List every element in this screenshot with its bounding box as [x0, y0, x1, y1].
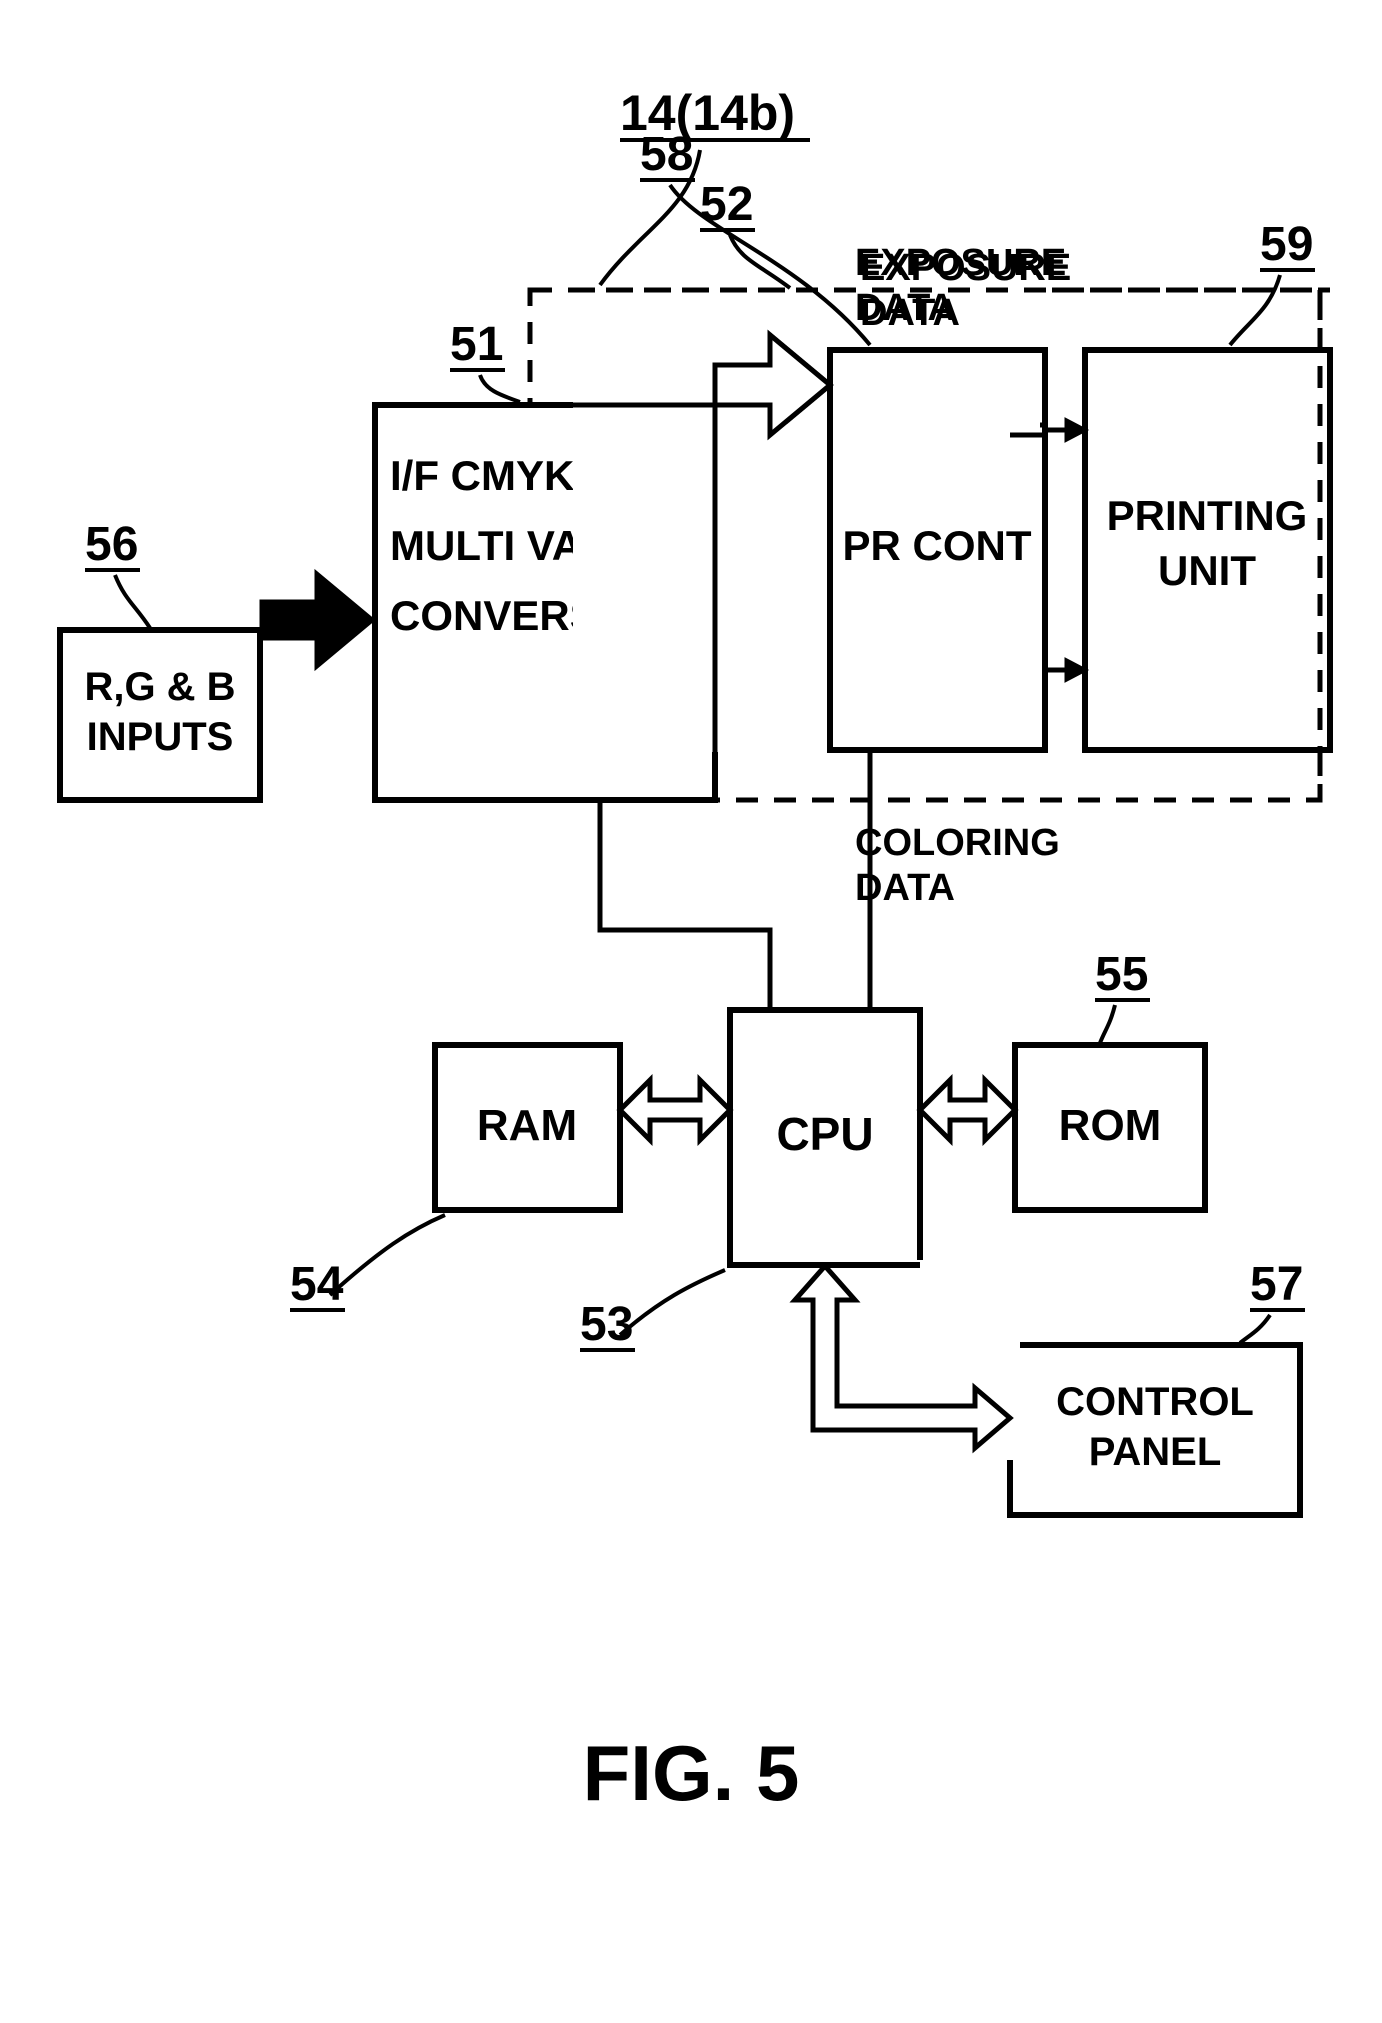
block-panel-line1: CONTROL [1056, 1380, 1254, 1424]
block-conv-line1: I/F CMYK [390, 452, 574, 499]
edge-exposure-l1: EXPOSURE [855, 242, 1066, 284]
ref-51: 51 [450, 318, 520, 402]
ref-57: 57 [1240, 1258, 1305, 1343]
svg-text:53: 53 [580, 1298, 633, 1351]
edge-exposure-l2: DATA [855, 287, 955, 329]
block-rom: ROM [1015, 1045, 1205, 1210]
block-inputs: R,G & B INPUTS [60, 630, 260, 800]
arrow-cpu-ram [620, 1080, 730, 1140]
ref-54: 54 [290, 1215, 445, 1311]
arrow-inputs-to-conv [260, 570, 375, 670]
svg-text:57: 57 [1250, 1258, 1303, 1311]
svg-text:54: 54 [290, 1258, 344, 1311]
block-printing-line2-redraw: UNIT [1158, 547, 1256, 594]
svg-text:58: 58 [640, 128, 693, 181]
ref-56: 56 [85, 518, 150, 628]
block-cpu: CPU [730, 1010, 920, 1265]
line-conv-to-cpu [600, 800, 770, 1010]
ref-55: 55 [1095, 948, 1150, 1043]
svg-text:52: 52 [700, 178, 753, 231]
block-rom-label: ROM [1059, 1101, 1162, 1150]
block-ram-label: RAM [477, 1101, 577, 1150]
block-ram: RAM [435, 1045, 620, 1210]
block-prcont-label: PR CONT [843, 522, 1032, 569]
edge-coloring-l1: COLORING [855, 822, 1060, 864]
block-printing-line1-redraw: PRINTING [1107, 492, 1308, 539]
svg-text:51: 51 [450, 318, 503, 371]
svg-text:59: 59 [1260, 218, 1313, 271]
svg-text:56: 56 [85, 518, 138, 571]
figure-label: FIG. 5 [583, 1729, 800, 1817]
block-inputs-line1: R,G & B [84, 665, 235, 709]
arrow-cpu-rom [920, 1080, 1015, 1140]
ref-59: 59 [1230, 218, 1315, 345]
ref-52: 52 [700, 178, 790, 288]
block-cpu-label: CPU [776, 1108, 873, 1160]
block-control-panel: CONTROL PANEL [1010, 1345, 1300, 1515]
block-panel-line2: PANEL [1089, 1430, 1222, 1474]
block-inputs-line2: INPUTS [87, 715, 234, 759]
ref-53: 53 [580, 1270, 725, 1351]
svg-text:55: 55 [1095, 948, 1148, 1001]
ref-58: 58 [640, 128, 870, 345]
